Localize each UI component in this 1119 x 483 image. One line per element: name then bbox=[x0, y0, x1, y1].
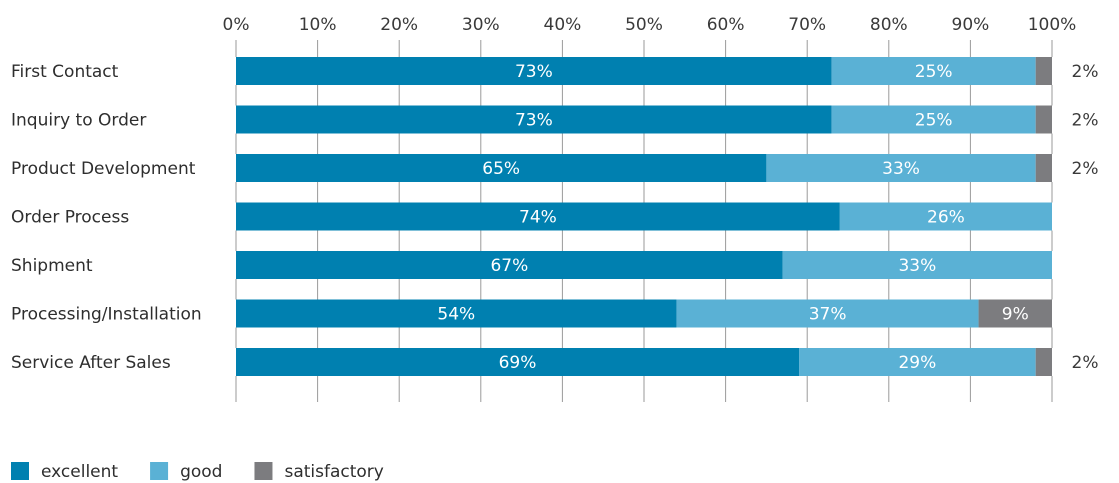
data-label: 73% bbox=[515, 62, 553, 82]
data-label: 9% bbox=[1002, 305, 1029, 325]
bar-segment-excellent bbox=[236, 105, 832, 134]
legend-label: good bbox=[180, 462, 222, 482]
bar-segment-satisfactory bbox=[1035, 57, 1052, 85]
data-label: 2% bbox=[1072, 62, 1099, 82]
x-tick-label: 0% bbox=[223, 15, 250, 35]
category-label: Service After Sales bbox=[11, 353, 171, 373]
x-tick-label: 20% bbox=[380, 15, 418, 35]
bar-segment-satisfactory bbox=[1035, 105, 1052, 134]
data-label: 2% bbox=[1072, 111, 1099, 131]
data-label: 67% bbox=[490, 256, 528, 276]
x-tick-label: 60% bbox=[707, 15, 745, 35]
legend-swatch-good bbox=[150, 462, 169, 480]
data-label: 54% bbox=[437, 305, 475, 325]
bar-segment-satisfactory bbox=[1035, 348, 1052, 376]
x-tick-label: 40% bbox=[544, 15, 582, 35]
bar-segment-good bbox=[766, 154, 1036, 182]
x-tick-label: 80% bbox=[870, 15, 908, 35]
bar-segment-excellent bbox=[236, 251, 783, 279]
bar-segment-satisfactory bbox=[978, 299, 1052, 328]
data-label: 25% bbox=[915, 111, 953, 131]
x-tick-label: 70% bbox=[788, 15, 826, 35]
x-tick-label: 100% bbox=[1028, 15, 1077, 35]
data-label: 29% bbox=[898, 353, 936, 373]
bars: 73% 25% 2% 73% 25% 2% 65% 33% 2% 74% 26% 67% 33% 54% 3… bbox=[236, 57, 1098, 376]
legend-swatch-excellent bbox=[11, 462, 29, 480]
data-label: 33% bbox=[882, 159, 920, 179]
legend-swatch-satisfactory bbox=[254, 462, 273, 480]
data-label: 73% bbox=[515, 111, 553, 131]
bar-segment-good bbox=[676, 299, 979, 328]
bar-segment-satisfactory bbox=[1035, 154, 1052, 182]
data-label: 69% bbox=[499, 353, 537, 373]
legend-label: satisfactory bbox=[284, 462, 383, 482]
data-label: 74% bbox=[519, 208, 557, 228]
bar-segment-excellent bbox=[236, 202, 840, 231]
category-labels: First Contact Inquiry to Order Product Dev… bbox=[11, 62, 202, 373]
category-label: Order Process bbox=[11, 208, 129, 228]
category-label: Product Development bbox=[11, 159, 196, 179]
category-label: Shipment bbox=[11, 256, 93, 276]
category-label: Processing/Installation bbox=[11, 305, 202, 325]
data-label: 2% bbox=[1072, 159, 1099, 179]
bar-segment-excellent bbox=[236, 348, 800, 376]
category-label: First Contact bbox=[11, 62, 119, 82]
x-axis-ticks: 0% 10% 20% 30% 40% 50% 60% 70% 80% 90% 100% bbox=[223, 15, 1077, 35]
x-tick-label: 10% bbox=[299, 15, 337, 35]
data-label: 65% bbox=[482, 159, 520, 179]
bar-segment-excellent bbox=[236, 154, 767, 182]
x-tick-label: 90% bbox=[952, 15, 990, 35]
data-label: 2% bbox=[1072, 353, 1099, 373]
bar-segment-good bbox=[799, 348, 1036, 376]
legend-label: excellent bbox=[41, 462, 118, 482]
bar-segment-excellent bbox=[236, 299, 677, 328]
data-label: 37% bbox=[809, 305, 847, 325]
bar-segment-good bbox=[782, 251, 1052, 279]
bar-segment-good bbox=[831, 57, 1036, 85]
data-label: 26% bbox=[927, 208, 965, 228]
gridlines bbox=[235, 40, 1053, 402]
category-label: Inquiry to Order bbox=[11, 111, 146, 131]
x-tick-label: 30% bbox=[462, 15, 500, 35]
x-tick-label: 50% bbox=[625, 15, 663, 35]
bar-segment-good bbox=[831, 105, 1036, 134]
data-label: 25% bbox=[915, 62, 953, 82]
bar-segment-excellent bbox=[236, 57, 832, 85]
legend: excellent good satisfactory bbox=[11, 462, 384, 482]
bar-segment-good bbox=[839, 202, 1052, 231]
data-label: 33% bbox=[898, 256, 936, 276]
